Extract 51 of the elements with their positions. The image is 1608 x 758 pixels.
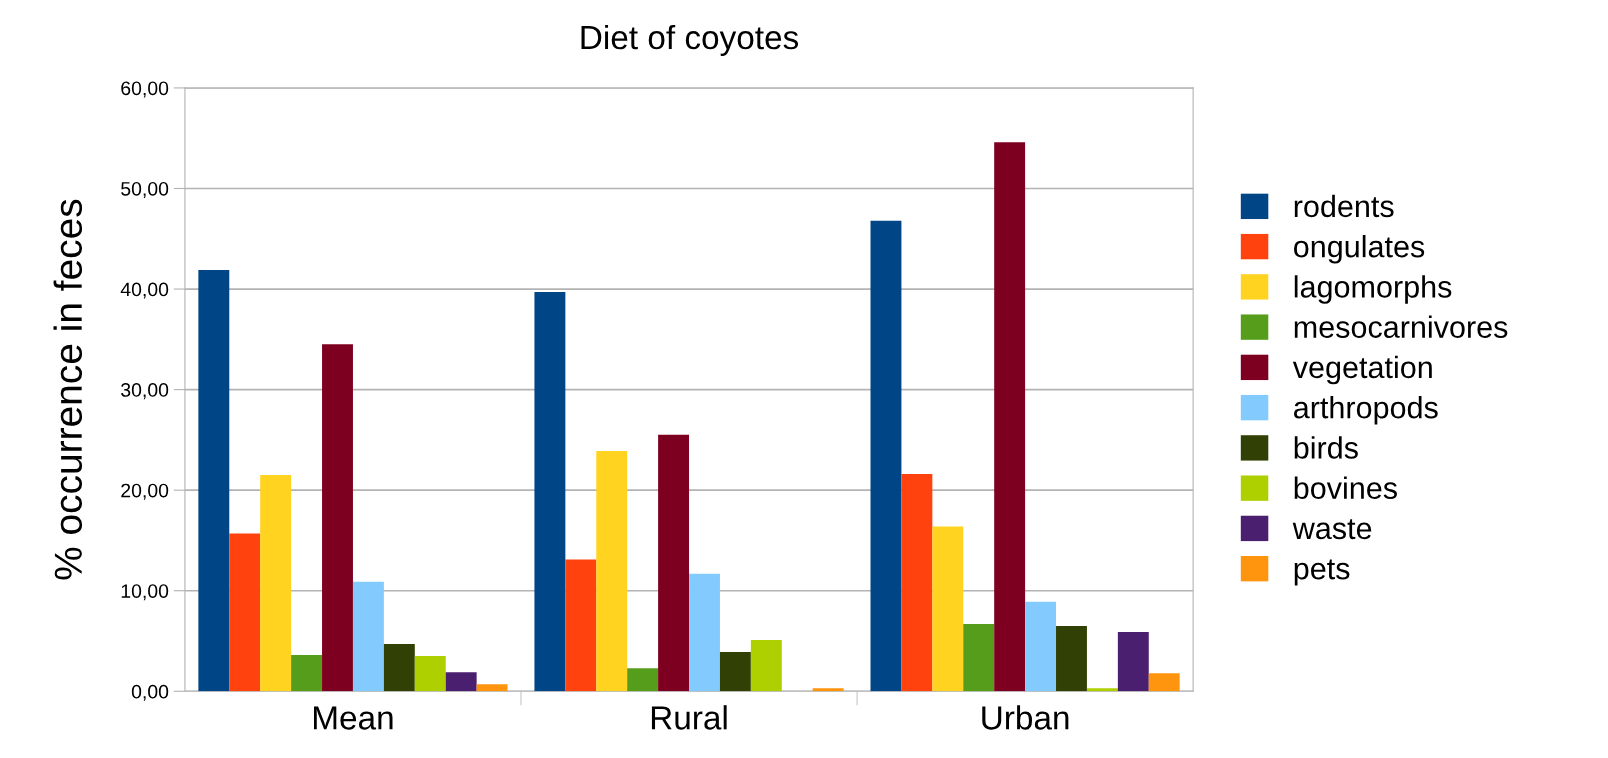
y-axis-title: % occurrence in feces [53, 199, 83, 580]
bar [322, 344, 353, 692]
bar [932, 526, 964, 692]
bar [1117, 631, 1149, 692]
bar [291, 655, 323, 692]
legend-label: birds [1294, 436, 1358, 459]
bar [870, 220, 902, 692]
bar [352, 581, 384, 692]
bar [260, 475, 292, 692]
bar [994, 142, 1026, 692]
legend-label: lagomorphs [1294, 275, 1452, 304]
bar [534, 292, 566, 692]
y-tick-label: 10,00 [121, 584, 169, 601]
bar [1086, 688, 1118, 692]
bar [198, 269, 230, 692]
legend-label: bovines [1294, 476, 1397, 499]
bar [383, 644, 415, 692]
chart-title: Diet of coyotes [581, 24, 799, 56]
legend-label: pets [1294, 559, 1350, 586]
bar [1025, 601, 1057, 692]
bar [719, 652, 751, 692]
legend-label: ongulates [1294, 235, 1425, 264]
legend-label: vegetation [1292, 355, 1432, 385]
y-tick-label: 30,00 [121, 383, 169, 400]
bar [476, 684, 508, 692]
bar [689, 573, 720, 692]
x-tick-label: Mean [314, 706, 393, 730]
legend-label: arthropods [1294, 396, 1438, 425]
legend-label: mesocarnivores [1294, 315, 1508, 338]
y-tick-label: 60,00 [121, 81, 169, 98]
bar [414, 656, 446, 692]
bar [596, 450, 628, 692]
bar [229, 533, 261, 692]
y-tick-label: 0,00 [131, 684, 169, 701]
bar [627, 668, 659, 692]
y-tick-label: 40,00 [120, 282, 169, 299]
bar [1056, 625, 1087, 692]
bar [901, 474, 933, 692]
bar [1148, 673, 1180, 692]
x-tick-label: Urban [982, 705, 1069, 730]
bar [445, 672, 477, 692]
bar [565, 559, 597, 692]
legend-label: rodents [1294, 194, 1394, 218]
bar [812, 688, 844, 692]
y-tick-label: 20,00 [121, 483, 169, 500]
bar [658, 434, 690, 692]
x-tick-label: Rural [651, 705, 727, 730]
y-tick-label: 50,00 [121, 181, 169, 199]
legend-label: waste [1292, 519, 1372, 540]
bar [963, 623, 995, 692]
bar [750, 640, 782, 692]
